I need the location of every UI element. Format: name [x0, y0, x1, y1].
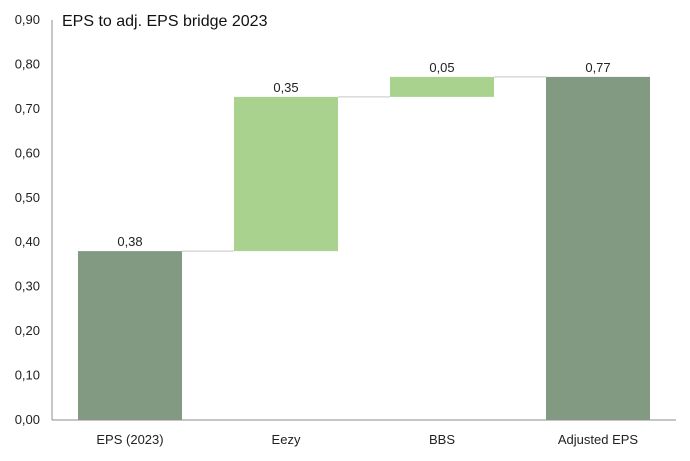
y-tick-label: 0,20: [15, 323, 40, 338]
category-label: BBS: [429, 432, 455, 447]
category-label: EPS (2023): [96, 432, 163, 447]
x-axis-category-labels: EPS (2023) Eezy BBS Adjusted EPS: [96, 432, 638, 447]
data-label: 0,35: [273, 80, 298, 95]
bar-bbs: [390, 76, 494, 97]
y-tick-label: 0,00: [15, 412, 40, 427]
category-label: Adjusted EPS: [558, 432, 639, 447]
y-tick-label: 0,50: [15, 190, 40, 205]
y-tick-label: 0,30: [15, 279, 40, 294]
chart-title: EPS to adj. EPS bridge 2023: [62, 13, 268, 30]
y-tick-label: 0,90: [15, 12, 40, 27]
bar-eps-2023: [78, 251, 182, 420]
waterfall-connectors: [182, 76, 546, 252]
category-label: Eezy: [272, 432, 301, 447]
bar-eezy: [234, 96, 338, 252]
data-label: 0,77: [585, 60, 610, 75]
waterfall-bars: [78, 76, 650, 420]
y-tick-label: 0,10: [15, 368, 40, 383]
y-axis-tick-labels: 0,00 0,10 0,20 0,30 0,40 0,50 0,60 0,70 0,80 0,90: [15, 12, 40, 427]
data-label: 0,05: [429, 60, 454, 75]
data-label: 0,38: [117, 234, 142, 249]
y-tick-label: 0,80: [15, 56, 40, 71]
bar-data-labels: 0,38 0,35 0,05 0,77: [117, 60, 610, 249]
y-tick-label: 0,40: [15, 234, 40, 249]
y-tick-label: 0,60: [15, 145, 40, 160]
y-tick-label: 0,70: [15, 101, 40, 116]
bar-adjusted-eps: [546, 76, 650, 420]
